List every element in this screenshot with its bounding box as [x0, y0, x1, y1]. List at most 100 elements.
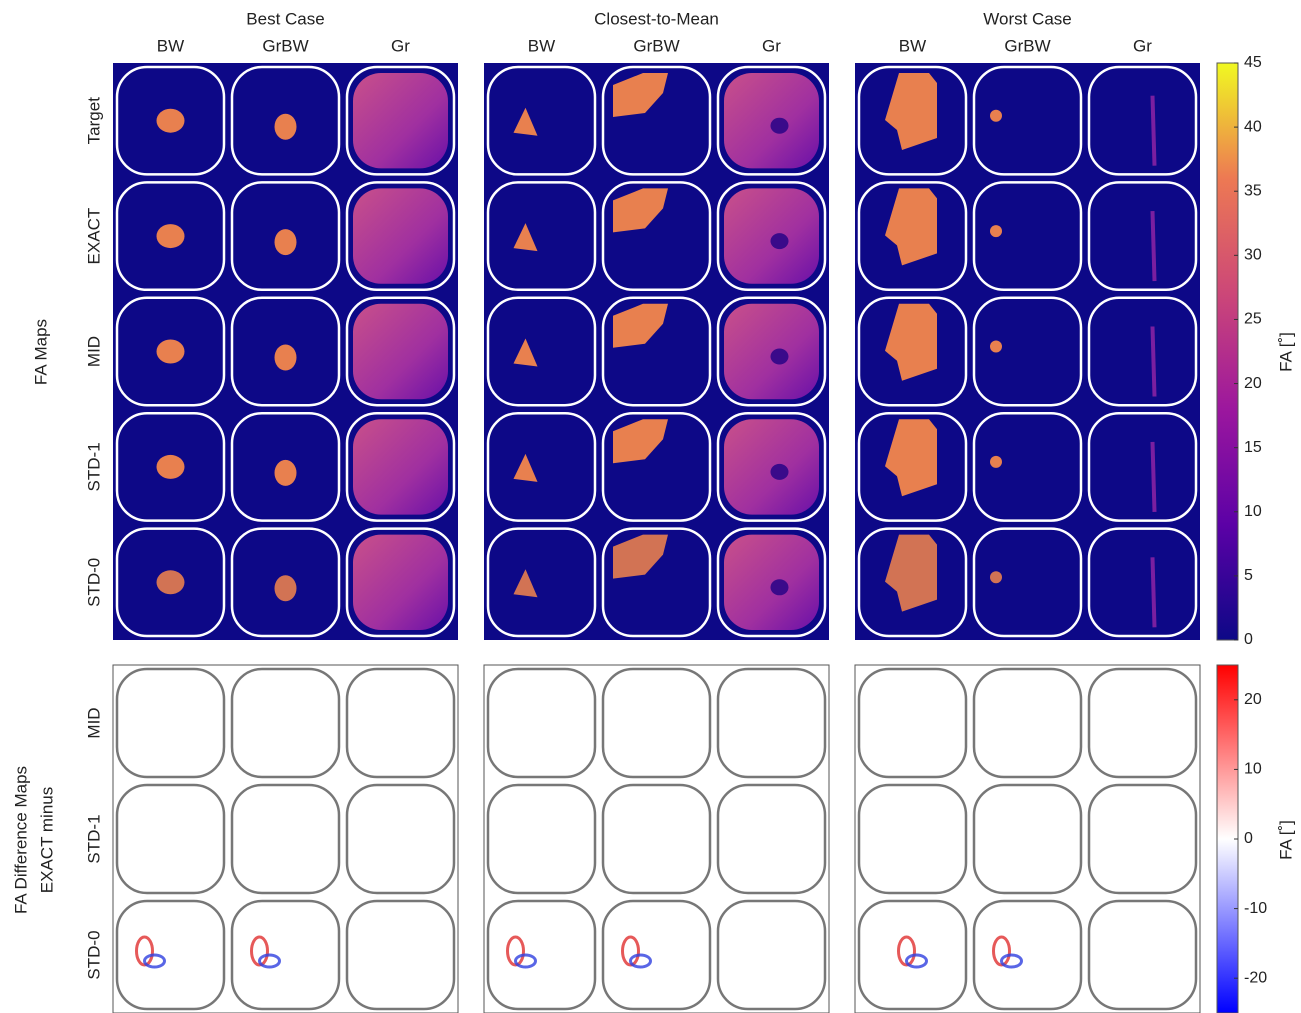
colorbar-tick-label: 45: [1244, 54, 1262, 71]
coil-outline: [716, 527, 827, 638]
diff-red: [621, 935, 640, 967]
coil-outline: [486, 527, 597, 638]
panel: [112, 664, 459, 1013]
coil-outline: [857, 181, 968, 292]
map-spot: [770, 117, 789, 134]
map-blob: [613, 73, 668, 117]
coil-outline: [230, 181, 341, 292]
row-label: EXACT: [84, 208, 103, 265]
coil-outline: [345, 899, 456, 1011]
coil-outline: [230, 65, 341, 176]
map-blob: [613, 188, 668, 233]
group-title: Closest-to-Mean: [594, 9, 719, 28]
coil-outline: [230, 783, 341, 895]
coil-outline: [601, 783, 712, 895]
map-blob: [990, 571, 1002, 584]
coil-outline: [601, 296, 712, 407]
map-fill: [353, 419, 448, 515]
map-blob: [990, 455, 1002, 468]
group-title: Worst Case: [983, 9, 1072, 28]
map-fill: [724, 419, 819, 515]
map-spot: [770, 579, 789, 596]
colorbar-tick-label: 20: [1244, 375, 1262, 392]
map-blob: [885, 419, 937, 497]
coil-outline: [115, 296, 226, 407]
colorbar: [1216, 62, 1239, 641]
coil-outline: [486, 783, 597, 895]
coil-outline: [1087, 899, 1198, 1011]
coil-outline: [972, 411, 1083, 522]
column-label: Gr: [1133, 36, 1152, 55]
coil-outline: [1087, 783, 1198, 895]
column-label: Gr: [762, 36, 781, 55]
column-label: GrBW: [1004, 36, 1050, 55]
coil-outline: [601, 411, 712, 522]
colorbar-tick-label: 0: [1244, 631, 1253, 648]
map-blob: [513, 453, 538, 482]
fa-maps-label: FA Maps: [31, 319, 50, 385]
column-label: BW: [899, 36, 926, 55]
map-fill: [724, 73, 819, 169]
map-streak: [1150, 95, 1157, 166]
diff-blue: [258, 953, 281, 969]
coil-outline: [115, 667, 226, 779]
coil-outline: [972, 899, 1083, 1011]
coil-outline: [345, 527, 456, 638]
diff-red: [897, 935, 916, 967]
map-blob: [613, 303, 668, 348]
row-label: STD-0: [84, 558, 103, 607]
map-blob: [513, 569, 538, 598]
coil-outline: [1087, 411, 1198, 522]
map-streak: [1150, 441, 1157, 512]
map-fill: [724, 188, 819, 284]
map-blob: [156, 454, 185, 479]
colorbar-tick-label: -20: [1244, 969, 1267, 986]
coil-outline: [115, 181, 226, 292]
coil-outline: [486, 181, 597, 292]
colorbar-tick-label: 10: [1244, 503, 1262, 520]
coil-outline: [972, 667, 1083, 779]
coil-outline: [345, 667, 456, 779]
diff-blue: [629, 953, 652, 969]
coil-outline: [601, 899, 712, 1011]
coil-outline: [972, 527, 1083, 638]
colorbar-tick-label: 30: [1244, 247, 1262, 264]
coil-outline: [230, 667, 341, 779]
colorbar-label: FA [˚]: [1276, 332, 1295, 372]
coil-outline: [115, 411, 226, 522]
map-blob: [156, 224, 185, 249]
colorbar-tick-label: 25: [1244, 311, 1262, 328]
column-label: BW: [157, 36, 184, 55]
map-blob: [885, 534, 937, 612]
coil-outline: [716, 296, 827, 407]
colorbar-tick-label: 20: [1244, 691, 1262, 708]
diff-blue: [905, 953, 928, 969]
colorbar-label: FA [˚]: [1276, 820, 1295, 860]
colorbar-tick-label: 10: [1244, 761, 1262, 778]
coil-outline: [1087, 181, 1198, 292]
coil-outline: [716, 667, 827, 779]
colorbar-tick-label: 40: [1244, 118, 1262, 135]
coil-outline: [857, 899, 968, 1011]
coil-outline: [115, 783, 226, 895]
map-blob: [274, 113, 297, 140]
group-title: Best Case: [246, 9, 324, 28]
coil-outline: [1087, 667, 1198, 779]
row-label: STD-1: [84, 442, 103, 491]
colorbar-tick-label: -10: [1244, 900, 1267, 917]
coil-outline: [1087, 296, 1198, 407]
coil-outline: [345, 411, 456, 522]
map-fill: [353, 534, 448, 630]
colorbar-tick-label: 15: [1244, 439, 1262, 456]
coil-outline: [857, 411, 968, 522]
coil-outline: [1087, 527, 1198, 638]
diff-blue: [143, 953, 166, 969]
map-blob: [990, 109, 1002, 122]
map-blob: [156, 108, 185, 133]
row-label: STD-1: [84, 814, 103, 863]
coil-outline: [345, 296, 456, 407]
coil-outline: [230, 411, 341, 522]
column-label: BW: [528, 36, 555, 55]
row-label: STD-0: [84, 930, 103, 979]
